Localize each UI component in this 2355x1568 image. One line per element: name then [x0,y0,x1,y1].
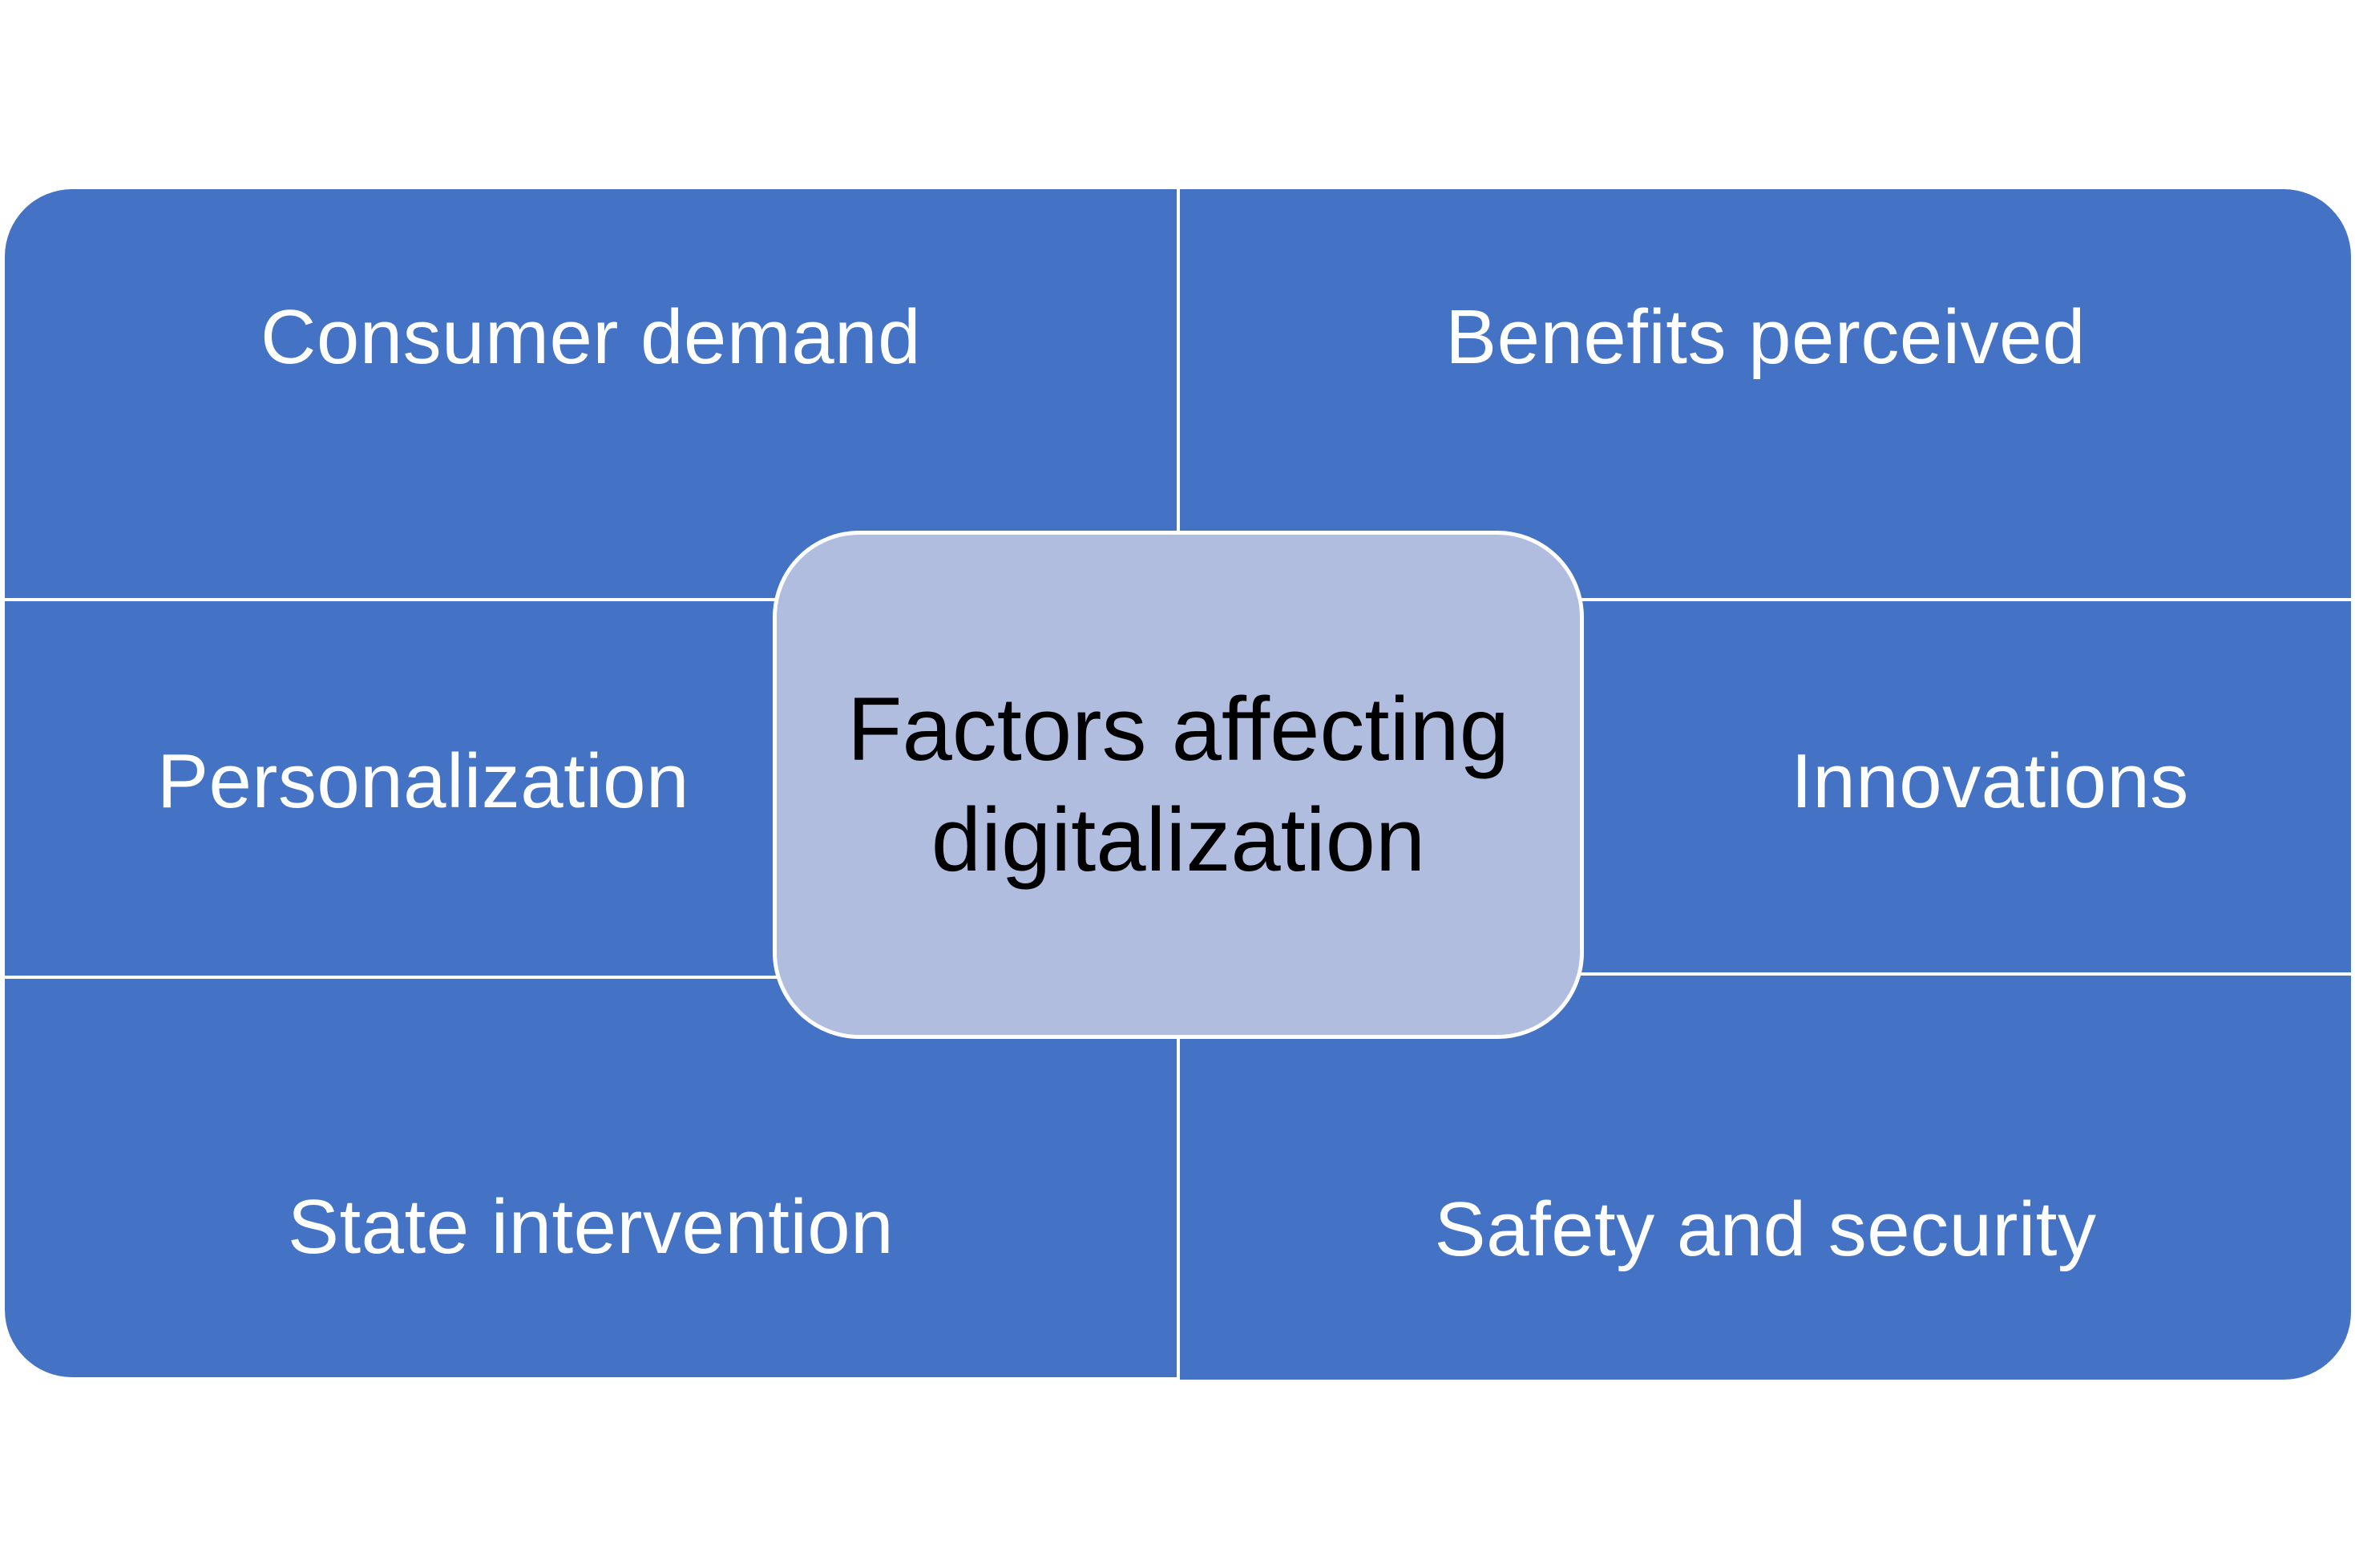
center-topic-box: Factors affecting digitalization [773,531,1584,1039]
factor-label: Safety and security [1180,1186,2351,1274]
center-title-line-2: digitalization [931,785,1425,895]
center-title-line-1: Factors affecting [847,674,1509,785]
factor-label: Consumer demand [5,293,1177,382]
factor-label: Personalization [157,738,689,826]
factor-label: State intervention [5,1183,1177,1271]
factor-label: Benefits perceived [1180,293,2351,382]
